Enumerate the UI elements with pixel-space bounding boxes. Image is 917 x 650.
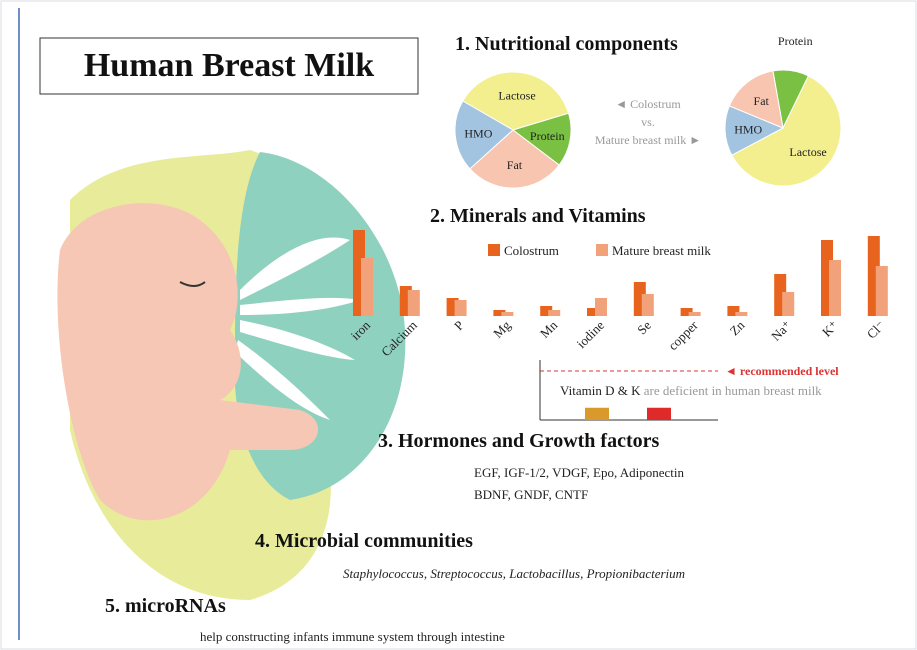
legend-label: Colostrum <box>504 243 559 258</box>
pie-label: HMO <box>464 127 492 141</box>
legend-swatch <box>596 244 608 256</box>
pie-label: Lactose <box>789 145 826 159</box>
title: Human Breast Milk <box>84 47 374 84</box>
reference-label: ◄ recommended level <box>725 364 839 378</box>
section-heading: 1. Nutritional components <box>455 33 678 55</box>
compare-text: vs. <box>641 115 655 129</box>
bar <box>361 258 373 316</box>
compare-text: ◄ Colostrum <box>615 97 681 111</box>
legend-swatch <box>488 244 500 256</box>
bar <box>501 312 513 316</box>
vitamin-note-rest: are deficient in human breast milk <box>644 383 822 398</box>
bar <box>548 310 560 316</box>
bar <box>595 298 607 316</box>
bar <box>735 312 747 316</box>
pie-label: Protein <box>530 129 565 143</box>
compare-text: Mature breast milk ► <box>595 133 701 147</box>
vitamin-note-bold: Vitamin D & K <box>560 383 641 398</box>
hormone-list: EGF, IGF-1/2, VDGF, Epo, Adiponectin <box>474 465 685 480</box>
section-heading: 4. Microbial communities <box>255 530 473 552</box>
section-heading: 2. Minerals and Vitamins <box>430 205 646 227</box>
section-heading: 3. Hormones and Growth factors <box>378 430 659 452</box>
bar <box>689 312 701 316</box>
hormone-list: BDNF, GNDF, CNTF <box>474 487 588 502</box>
pie-label: Fat <box>754 94 770 108</box>
microrna-text: help constructing infants immune system … <box>200 629 505 644</box>
vitamin-note: Vitamin D & K are deficient in human bre… <box>560 383 822 398</box>
frame-edge <box>18 8 20 640</box>
bar <box>876 266 888 316</box>
pie-label: HMO <box>734 123 762 137</box>
pie-label: Lactose <box>498 88 535 102</box>
section-heading: 5. microRNAs <box>105 595 226 617</box>
infographic: Human Breast Milk 1. Nutritional compone… <box>0 0 917 650</box>
bar <box>408 290 420 316</box>
microbe-list: Staphylococcus, Streptococcus, Lactobaci… <box>343 566 685 581</box>
bar <box>642 294 654 316</box>
legend-label: Mature breast milk <box>612 243 711 258</box>
bar <box>782 292 794 316</box>
pie-label: Protein <box>778 34 813 48</box>
page: Human Breast Milk 1. Nutritional compone… <box>0 0 917 650</box>
vitamin-bar <box>585 408 609 420</box>
bar <box>829 260 841 316</box>
pie-label: Fat <box>507 158 523 172</box>
vitamin-bar <box>647 408 671 420</box>
bar <box>455 300 467 316</box>
